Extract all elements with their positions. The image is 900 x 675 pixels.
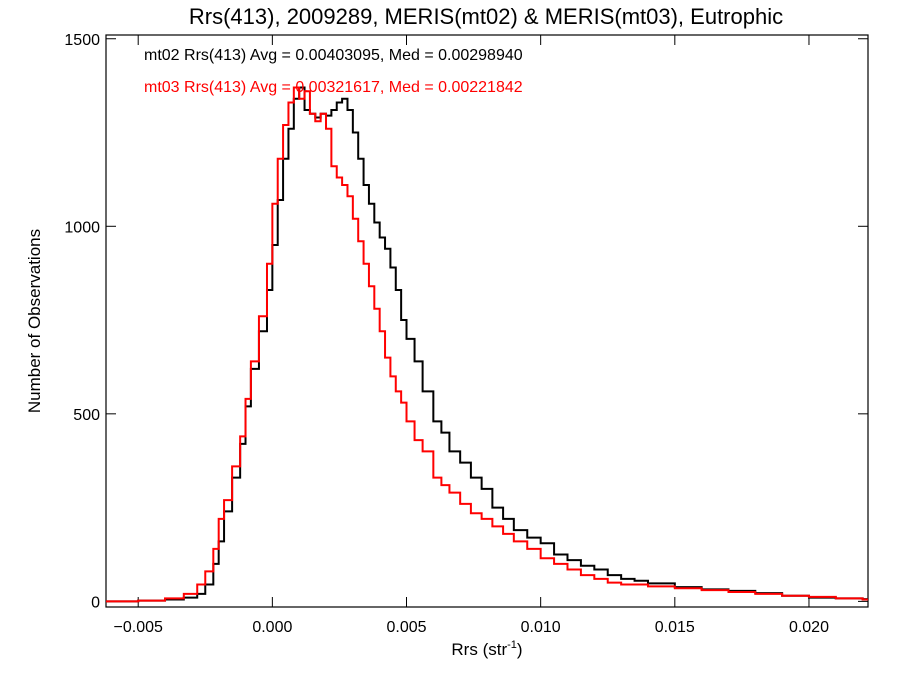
chart-title: Rrs(413), 2009289, MERIS(mt02) & MERIS(m… (189, 4, 783, 29)
x-tick-label: 0.020 (789, 619, 829, 636)
x-tick-label: 0.015 (655, 619, 695, 636)
legend-entry-mt02: mt02 Rrs(413) Avg = 0.00403095, Med = 0.… (144, 47, 523, 64)
plot-frame (105, 34, 869, 608)
x-axis-ticks: −0.005 0.000 0.005 0.010 0.015 0.020 (114, 35, 829, 636)
series-layer (106, 86, 868, 603)
y-tick-label: 0 (91, 594, 100, 611)
y-axis-ticks: 0 500 1000 1500 (64, 32, 868, 611)
x-axis-label-close: ) (517, 640, 523, 659)
y-tick-label: 1500 (64, 32, 100, 49)
x-tick-label: 0.010 (521, 619, 561, 636)
y-axis-label: Number of Observations (25, 229, 44, 413)
x-axis-label: Rrs (str-1) (451, 639, 522, 659)
x-axis-label-superscript: -1 (507, 639, 517, 651)
x-tick-label: −0.005 (114, 619, 163, 636)
x-axis-label-main: Rrs (str (451, 640, 507, 659)
y-tick-label: 1000 (64, 219, 100, 236)
y-tick-label: 500 (73, 407, 100, 424)
series-line-mt02 (106, 86, 868, 603)
x-tick-label: 0.000 (252, 619, 292, 636)
series-line-mt03 (106, 86, 868, 603)
legend-entry-mt03: mt03 Rrs(413) Avg = 0.00321617, Med = 0.… (144, 79, 523, 96)
x-tick-label: 0.005 (386, 619, 426, 636)
